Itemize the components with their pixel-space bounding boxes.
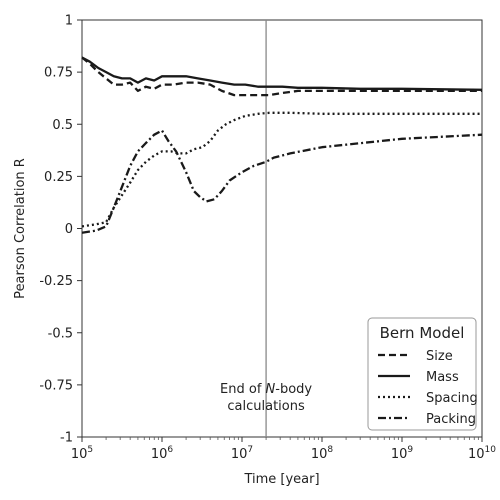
series-layer [81,56,483,234]
x-tick-label: 109 [391,445,414,462]
y-tick-label: 0 [65,222,73,237]
y-tick-label: 0.5 [52,118,73,133]
annotation-segment: End of [220,382,266,397]
x-tick-exponent: 8 [327,445,333,455]
x-tick-label: 108 [311,445,334,462]
legend-box [367,317,477,431]
annotation-segment: N [266,382,276,397]
x-tick-base: 10 [231,447,248,462]
legend-items: Size Mass Spacing Packing [378,349,478,427]
series-packing-line [81,129,483,234]
x-axis-label: Time [year] [243,472,319,487]
y-tick-label: 1 [65,14,73,29]
x-tick-exponent: 7 [247,445,253,455]
y-tick-label: -0.25 [39,274,73,289]
legend-title: Bern Model [380,324,465,342]
x-tick-base: 10 [311,447,328,462]
series-spacing-line [81,111,482,228]
series-size-line [81,56,482,97]
legend-label-packing: Packing [426,412,476,427]
legend: Bern Model Size Mass Spacing Packing [367,317,478,431]
x-tick-label: 106 [151,445,174,462]
legend-label-mass: Mass [426,370,459,385]
annotation-segment: -body [275,382,312,397]
series-mass-line [81,56,483,91]
legend-label-spacing: Spacing [426,391,478,406]
x-tick-label: 1010 [468,445,496,462]
vline-annotation: End of N-body calculations [220,382,312,414]
x-tick-base: 10 [391,447,408,462]
x-tick-label: 107 [231,445,253,462]
x-tick-base: 10 [468,447,485,462]
legend-label-size: Size [426,349,453,364]
x-tick-exponent: 10 [485,445,497,455]
x-tick-base: 10 [71,447,88,462]
x-axis: 105 106 107 108 109 1010 [71,437,496,462]
x-tick-exponent: 5 [87,445,93,455]
y-tick-label: 0.25 [44,170,73,185]
annotation-segment: calculations [227,399,305,414]
y-tick-label: 0.75 [44,66,73,81]
x-tick-exponent: 6 [167,445,173,455]
y-axis: 1 0.75 0.5 0.25 0 -0.25 -0.5 -0.75 -1 [39,14,82,446]
x-tick-base: 10 [151,447,168,462]
x-tick-label: 105 [71,445,93,462]
x-tick-exponent: 9 [407,445,413,455]
y-tick-label: -0.5 [48,326,73,341]
y-axis-label: Pearson Correlation R [13,158,28,299]
y-tick-label: -0.75 [39,378,73,393]
y-tick-label: -1 [60,431,73,446]
